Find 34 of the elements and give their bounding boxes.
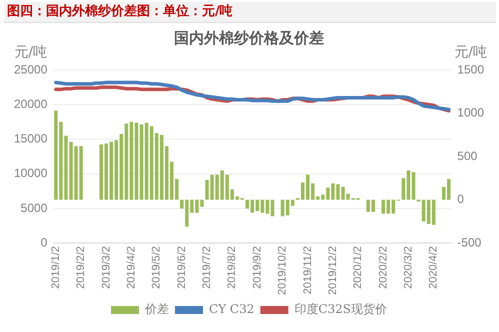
x-tick-label: 2019/10/2 xyxy=(276,246,289,295)
y-tick-label: 10000 xyxy=(14,166,48,180)
y-tick-label: 15000 xyxy=(14,132,48,146)
x-tick-label: 2019/9/2 xyxy=(251,246,264,289)
legend-label: 价差 xyxy=(144,302,169,316)
x-tick-label: 2019/3/2 xyxy=(100,246,112,289)
y-tick-label: 5000 xyxy=(20,200,48,215)
legend-label: CY C32 xyxy=(208,302,254,316)
y-tick-label: 20000 xyxy=(14,96,48,111)
y-tick-label: 25000 xyxy=(14,62,48,76)
legend-label: 印度C32S现货价 xyxy=(294,302,388,316)
y2-tick-label: 1500 xyxy=(457,62,484,76)
x-tick-label: 2019/4/2 xyxy=(125,246,138,289)
x-tick-label: 2019/11/2 xyxy=(302,246,314,294)
y-tick-label: 0 xyxy=(40,235,48,250)
x-tick-label: 2020/1/2 xyxy=(352,246,364,289)
y2-tick-label: 500 xyxy=(457,148,478,163)
x-tick-label: 2019/2/2 xyxy=(75,246,88,289)
y2-tick-label: 0 xyxy=(457,192,464,206)
x-tick-label: 2019/5/2 xyxy=(150,246,163,289)
y2-axis-title: 元/吨 xyxy=(454,44,488,61)
chart-title: 图四：国内外棉纱价差图：单位：元/吨 xyxy=(4,2,496,23)
x-tick-label: 2020/3/2 xyxy=(402,246,415,289)
y-axis-title: 元/吨 xyxy=(14,44,48,61)
x-tick-label: 2019/8/2 xyxy=(226,246,238,289)
y2-tick-label: -500 xyxy=(457,235,482,250)
chart-subtitle: 国内外棉纱价格及价差 xyxy=(174,28,324,47)
x-tick-label: 2019/7/2 xyxy=(201,246,214,289)
x-tick-label: 2019/6/2 xyxy=(176,246,188,289)
x-tick-label: 2020/2/2 xyxy=(377,246,390,289)
x-tick-label: 2019/1/2 xyxy=(50,246,62,289)
x-tick-label: 2019/12/2 xyxy=(326,246,339,295)
y2-tick-label: 1000 xyxy=(457,106,484,120)
x-tick-label: 2020/4/2 xyxy=(428,246,440,289)
